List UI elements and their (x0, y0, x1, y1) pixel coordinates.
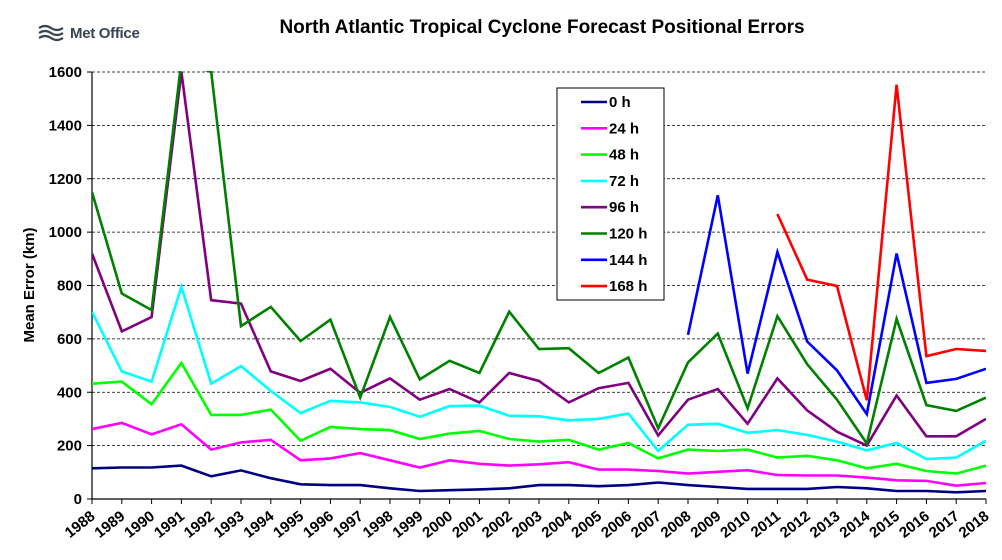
x-tick-label: 1999 (389, 508, 426, 542)
series-line-120h (92, 71, 986, 447)
legend-label: 72 h (609, 173, 639, 190)
legend-label: 120 h (609, 226, 647, 243)
x-tick-label: 2010 (717, 508, 754, 542)
series-line-168h (776, 84, 986, 401)
x-tick-label: 2002 (479, 508, 516, 542)
x-tick-label: 1992 (181, 508, 218, 542)
x-tick-label: 2011 (748, 508, 784, 541)
y-axis-label: Mean Error (km) (21, 227, 38, 342)
x-tick-label: 1988 (62, 508, 99, 542)
series-line-48h (92, 360, 986, 475)
legend-label: 0 h (609, 94, 631, 111)
series-line-24h (92, 421, 986, 488)
y-tick-label: 400 (57, 384, 82, 401)
x-tick-label: 2016 (896, 508, 933, 542)
legend-label: 24 h (609, 120, 639, 137)
x-tick-label: 2015 (866, 508, 903, 542)
x-tick-label: 2014 (836, 507, 873, 541)
series-line-144h (686, 195, 986, 418)
y-tick-label: 600 (57, 331, 82, 348)
y-tick-label: 1200 (49, 171, 82, 188)
y-tick-label: 1000 (49, 224, 82, 241)
x-tick-label: 2005 (568, 508, 605, 542)
series-line-0h (92, 464, 986, 494)
x-tick-label: 1990 (121, 508, 158, 542)
y-tick-label: 800 (57, 278, 82, 295)
x-tick-label: 2006 (598, 508, 635, 542)
x-tick-label: 2009 (687, 508, 724, 542)
x-tick-label: 1993 (211, 508, 248, 542)
x-tick-label: 2004 (538, 507, 575, 541)
brand-name: Met Office (70, 24, 140, 42)
y-tick-label: 1600 (49, 64, 82, 81)
series-line-72h (92, 282, 986, 461)
x-tick-label: 2008 (658, 508, 695, 542)
x-tick-label: 2003 (509, 508, 546, 542)
y-tick-label: 200 (57, 438, 82, 455)
series-line-96h (92, 71, 986, 448)
x-tick-label: 2001 (449, 508, 486, 542)
series-lines (92, 71, 986, 494)
x-tick-label: 1996 (300, 508, 337, 542)
legend: 0 h 24 h 48 h 72 h 96 h 120 h 144 h 168 h (556, 87, 665, 301)
x-tick-label: 1995 (270, 508, 307, 542)
met-office-logo: Met Office (38, 24, 140, 42)
grid-lines (92, 71, 986, 447)
x-tick-label: 2007 (628, 508, 665, 542)
x-tick-label: 2013 (807, 508, 844, 542)
y-tick-label: 1400 (49, 117, 82, 134)
x-tick-labels: 1988198919901991199219931994199519961997… (62, 507, 993, 541)
x-tick-label: 1991 (151, 508, 188, 542)
chart-title: North Atlantic Tropical Cyclone Forecast… (279, 17, 805, 38)
legend-label: 96 h (609, 199, 639, 216)
x-tick-label: 2017 (926, 508, 963, 542)
x-tick-label: 2012 (777, 508, 814, 542)
legend-label: 168 h (609, 278, 647, 295)
x-tick-label: 1994 (240, 507, 277, 541)
x-tick-label: 2000 (419, 508, 456, 542)
x-tick-label: 1989 (91, 508, 128, 542)
legend-box (556, 87, 665, 301)
y-tick-label: 0 (74, 491, 82, 508)
legend-label: 144 h (609, 252, 647, 269)
x-tick-label: 1998 (360, 508, 397, 542)
x-tick-label: 1997 (330, 508, 367, 542)
met-office-wave-logo-icon (38, 24, 64, 42)
y-tick-labels: 0 200 400 600 800 1000 1200 1400 1600 (49, 64, 82, 508)
x-tick-label: 2018 (956, 508, 993, 542)
legend-label: 48 h (609, 147, 639, 164)
